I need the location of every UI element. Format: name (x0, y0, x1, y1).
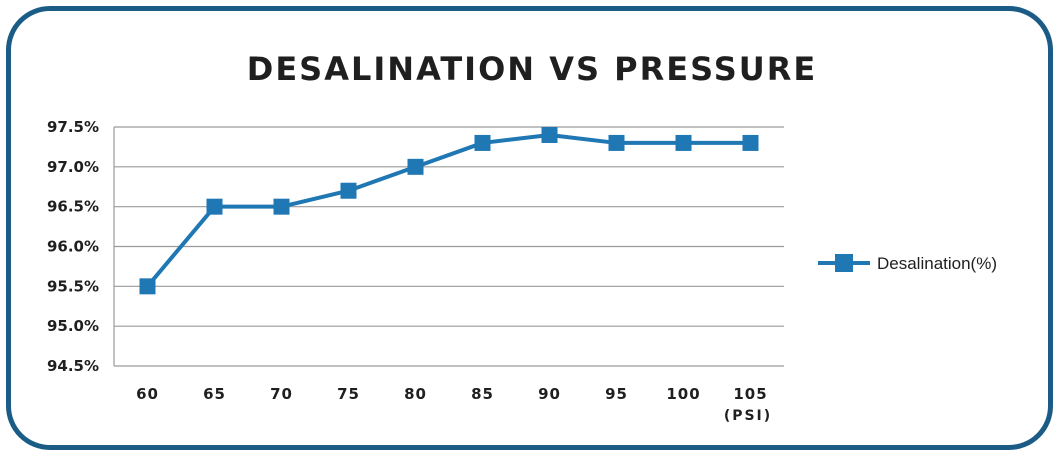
x-tick-label: 85 (471, 385, 494, 403)
x-tick-label: 100 (666, 385, 700, 403)
x-axis-ticks: 60 65 70 75 80 85 90 95 100 105 (136, 385, 767, 403)
x-tick-label: 80 (404, 385, 427, 403)
data-point-marker (139, 278, 156, 295)
data-point-marker (407, 158, 424, 175)
y-tick-label: 97.0% (47, 158, 99, 176)
data-point-marker (273, 198, 290, 215)
legend-marker (835, 254, 853, 272)
y-tick-label: 94.5% (47, 357, 99, 375)
y-tick-label: 95.0% (47, 317, 99, 335)
y-tick-label: 95.5% (47, 277, 99, 295)
x-tick-label: 105 (733, 385, 767, 403)
y-tick-label: 96.5% (47, 198, 99, 216)
data-point-marker (541, 126, 558, 143)
y-tick-label: 96.0% (47, 238, 99, 256)
data-point-marker (474, 134, 491, 151)
legend-label: Desalination(%) (877, 254, 997, 273)
y-tick-label: 97.5% (47, 118, 99, 136)
data-point-marker (742, 134, 759, 151)
series-line (145, 132, 751, 288)
x-tick-label: 60 (136, 385, 159, 403)
series-desalination (139, 126, 759, 295)
x-tick-label: 70 (270, 385, 293, 403)
x-tick-label: 95 (605, 385, 628, 403)
legend: Desalination(%) (818, 254, 997, 273)
data-point-marker (608, 134, 625, 151)
data-point-marker (340, 182, 357, 199)
y-axis-ticks: 97.5% 97.0% 96.5% 96.0% 95.5% 95.0% 94.5% (47, 118, 99, 375)
x-tick-label: 75 (337, 385, 360, 403)
data-point-marker (206, 198, 223, 215)
chart-title: DESALINATION VS PRESSURE (247, 50, 818, 88)
data-point-marker (675, 134, 692, 151)
x-tick-label: 65 (203, 385, 226, 403)
chart-frame (6, 6, 1053, 450)
x-axis-unit: (PSI) (724, 408, 772, 424)
x-tick-label: 90 (538, 385, 561, 403)
gridlines (113, 126, 784, 367)
